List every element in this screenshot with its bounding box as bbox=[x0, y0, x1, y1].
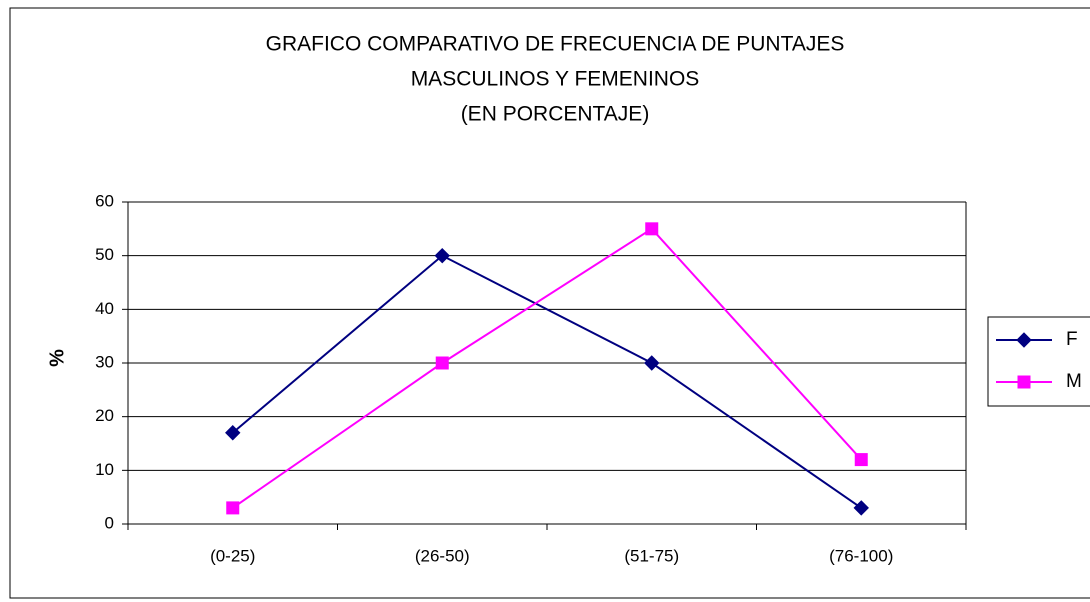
data-point bbox=[645, 222, 659, 236]
data-point bbox=[644, 355, 660, 371]
data-point bbox=[226, 501, 240, 515]
y-tick-label: 60 bbox=[95, 191, 114, 210]
series-line bbox=[232, 254, 862, 509]
x-tick-label: (26-50) bbox=[415, 546, 470, 565]
data-point bbox=[434, 247, 450, 264]
data-point bbox=[853, 500, 869, 516]
legend-marker bbox=[1017, 375, 1031, 389]
y-axis-label: % bbox=[46, 349, 68, 367]
y-tick-label: 0 bbox=[105, 513, 114, 532]
y-tick-label: 50 bbox=[95, 245, 114, 264]
x-tick-label: (76-100) bbox=[829, 546, 893, 565]
data-point bbox=[225, 425, 241, 441]
data-point bbox=[854, 453, 868, 467]
chart-border bbox=[9, 7, 1090, 599]
x-tick-label: (0-25) bbox=[210, 546, 255, 565]
y-tick-label: 30 bbox=[95, 352, 114, 371]
chart-title: MASCULINOS Y FEMENINOS bbox=[411, 68, 700, 91]
x-tick-label: (51-75) bbox=[624, 546, 679, 565]
y-tick-label: 10 bbox=[95, 460, 114, 479]
series-line bbox=[232, 227, 862, 509]
legend-label: F bbox=[1066, 329, 1078, 350]
legend-box bbox=[987, 316, 1090, 407]
legend-label: M bbox=[1066, 371, 1082, 392]
legend-marker bbox=[1016, 332, 1032, 348]
y-tick-label: 20 bbox=[95, 406, 114, 425]
y-tick-label: 40 bbox=[95, 299, 114, 318]
data-point bbox=[435, 356, 449, 370]
chart-title: GRAFICO COMPARATIVO DE FRECUENCIA DE PUN… bbox=[266, 33, 845, 56]
chart-title: (EN PORCENTAJE) bbox=[461, 103, 650, 126]
